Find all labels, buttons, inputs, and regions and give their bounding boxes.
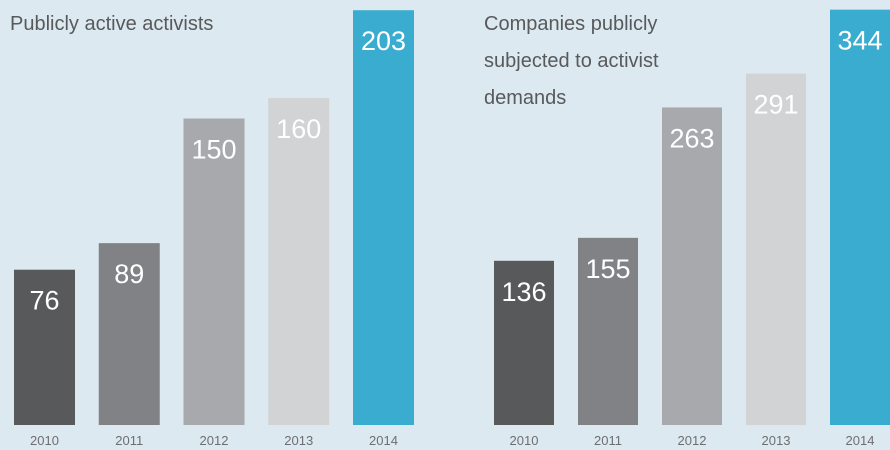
- data-label: 150: [191, 135, 236, 165]
- bar: [14, 269, 75, 425]
- x-tick-label: 2011: [115, 433, 143, 448]
- data-label: 344: [837, 26, 882, 56]
- data-label: 155: [585, 254, 630, 284]
- chart: 76 2010 89 2011 150 2012 160 2013 203 2014: [14, 10, 414, 448]
- bar: [353, 10, 414, 426]
- bar: [662, 107, 722, 425]
- x-tick-label: 2014: [369, 433, 398, 448]
- chart-panel: Publicly active activists 76 2010 89 2011 15…: [0, 0, 440, 450]
- bar: [268, 98, 330, 426]
- data-label: 160: [276, 114, 321, 144]
- x-tick-label: 2013: [762, 433, 791, 448]
- chart-title: Publicly active activists: [10, 13, 214, 35]
- x-tick-label: 2013: [284, 433, 313, 448]
- bar: [494, 260, 554, 425]
- x-tick-label: 2010: [30, 433, 59, 448]
- x-tick-label: 2012: [678, 433, 707, 448]
- data-label: 76: [29, 286, 59, 316]
- x-tick-label: 2010: [510, 433, 539, 448]
- data-label: 203: [361, 26, 406, 56]
- chart-panel: Companies publicly subjected to activist…: [440, 0, 890, 450]
- chart: 136 2010 155 2011 263 2012 291 2013 344 2014: [494, 9, 890, 448]
- bar: [98, 243, 160, 425]
- data-label: 89: [114, 259, 144, 289]
- x-tick-label: 2012: [200, 433, 229, 448]
- data-label: 291: [753, 90, 798, 120]
- x-tick-label: 2014: [846, 433, 875, 448]
- chart-title: Companies publicly subjected to activist…: [484, 13, 659, 109]
- x-tick-label: 2011: [594, 433, 622, 448]
- bar: [830, 9, 890, 426]
- bar: [183, 118, 245, 425]
- data-label: 136: [501, 277, 546, 307]
- bar: [746, 73, 806, 425]
- bar: [578, 237, 638, 425]
- data-label: 263: [669, 123, 714, 153]
